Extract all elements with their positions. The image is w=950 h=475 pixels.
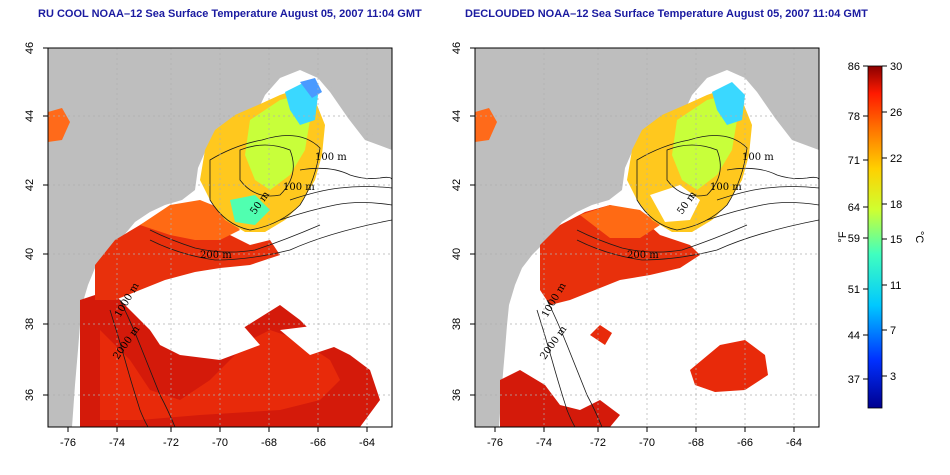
left-contour-label-200m: 200 m (200, 250, 232, 261)
left-map-title: RU COOL NOAA–12 Sea Surface Temperature … (38, 8, 422, 20)
right-x-tick: -68 (688, 437, 704, 449)
left-map-sst-shelf-warm (95, 205, 280, 300)
fahrenheit-tick: 78 (848, 111, 860, 123)
left-map-sst-georges-green (230, 195, 270, 225)
left-y-tick: 40 (24, 248, 36, 260)
fahrenheit-tick: 59 (848, 233, 860, 245)
right-map-sst-south-patch (690, 340, 768, 392)
left-x-tick: -72 (163, 437, 179, 449)
colorbar-gradient (867, 65, 883, 409)
left-map-cloud-patch-1 (150, 315, 260, 360)
colorbar-celsius-unit: °C (913, 231, 925, 243)
left-x-tick: -74 (109, 437, 125, 449)
colorbar-fahrenheit-ticks: 86 78 71 64 59 51 44 37 (848, 61, 860, 386)
left-x-tick: -76 (60, 437, 76, 449)
right-y-tick: 46 (451, 42, 463, 54)
right-map-sst-shelf-warm (540, 205, 700, 305)
right-map-sst-shelf-orange (580, 205, 660, 238)
right-map-land (475, 48, 819, 427)
left-map-tick-marks (43, 47, 368, 432)
temperature-colorbar: 86 78 71 64 59 51 44 37 30 26 22 18 15 1… (837, 61, 925, 409)
fahrenheit-tick: 86 (848, 61, 860, 73)
right-contour-label-200m: 200 m (627, 250, 659, 261)
left-map-land (48, 48, 392, 427)
celsius-tick: 22 (890, 153, 902, 165)
right-x-tick: -66 (737, 437, 753, 449)
left-map-y-tick-labels: 36 38 40 42 44 46 (24, 42, 36, 401)
right-map-sst-gulf-cyan (712, 82, 745, 125)
right-map-land-nova-scotia (757, 70, 819, 135)
colorbar-celsius-ticks: 30 26 22 18 15 11 7 3 (890, 61, 902, 383)
right-x-tick: -76 (487, 437, 503, 449)
right-map-bathymetry-contours (536, 135, 819, 427)
right-x-tick: -72 (590, 437, 606, 449)
left-map-bathymetry-contours (109, 135, 392, 427)
right-x-tick: -74 (536, 437, 552, 449)
right-map-panel: 100 m 100 m 50 m 200 m 1000 m 2000 m -76… (451, 42, 820, 449)
right-x-tick: -64 (786, 437, 802, 449)
celsius-tick: 3 (890, 371, 896, 383)
celsius-tick: 15 (890, 234, 902, 246)
right-map-x-tick-labels: -76 -74 -72 -70 -68 -66 -64 (487, 437, 802, 449)
left-x-tick: -66 (310, 437, 326, 449)
right-map-sst-south-patch-small (590, 325, 612, 345)
left-contour-label-100m-east: 100 m (283, 182, 315, 193)
left-map-sst-gulf-green (245, 95, 310, 190)
left-y-tick: 36 (24, 389, 36, 401)
left-y-tick: 44 (24, 110, 36, 122)
fahrenheit-tick: 64 (848, 202, 860, 214)
fahrenheit-tick: 37 (848, 374, 860, 386)
left-x-tick: -70 (212, 437, 228, 449)
right-map-title: DECLOUDED NOAA–12 Sea Surface Temperatur… (465, 8, 868, 20)
right-y-tick: 36 (451, 389, 463, 401)
right-map-sst-south-coast (500, 370, 620, 427)
colorbar-tick-marks (863, 65, 887, 380)
left-map-x-tick-labels: -76 -74 -72 -70 -68 -66 -64 (60, 437, 375, 449)
right-map-grid (475, 48, 819, 427)
left-map-sst-shelf-orange (140, 200, 240, 240)
celsius-tick: 18 (890, 199, 902, 211)
left-x-tick: -68 (261, 437, 277, 449)
left-map-sst-gulf-blue (300, 78, 322, 98)
right-map-sst-gulf-green (672, 95, 737, 190)
right-map-cloud-patch-1 (650, 185, 700, 222)
celsius-tick: 7 (890, 325, 896, 337)
right-map-y-tick-labels: 36 38 40 42 44 46 (451, 42, 463, 401)
left-x-tick: -64 (359, 437, 375, 449)
left-map-sst-west-patch (48, 108, 70, 142)
right-y-tick: 44 (451, 110, 463, 122)
left-map-land-nova-scotia (330, 70, 392, 135)
fahrenheit-tick: 44 (848, 330, 860, 342)
left-map-panel: 100 m 100 m 50 m 200 m 1000 m 2000 m -76… (24, 42, 393, 449)
right-x-tick: -70 (639, 437, 655, 449)
right-y-tick: 40 (451, 248, 463, 260)
right-map-sst-west-patch (475, 108, 497, 142)
right-map-tick-marks (470, 47, 795, 432)
celsius-tick: 26 (890, 107, 902, 119)
colorbar-fahrenheit-unit: °F (837, 231, 849, 242)
fahrenheit-tick: 71 (848, 155, 860, 167)
celsius-tick: 30 (890, 61, 902, 73)
left-map-grid (48, 48, 392, 427)
right-y-tick: 42 (451, 179, 463, 191)
fahrenheit-tick: 51 (848, 284, 860, 296)
left-y-tick: 42 (24, 179, 36, 191)
right-contour-label-100m-east: 100 m (710, 182, 742, 193)
left-contour-label-100m-north: 100 m (315, 152, 347, 163)
celsius-tick: 11 (890, 280, 901, 292)
left-y-tick: 38 (24, 318, 36, 330)
left-map-cloud-patch-2 (280, 325, 340, 355)
right-y-tick: 38 (451, 318, 463, 330)
right-contour-label-100m-north: 100 m (742, 152, 774, 163)
left-y-tick: 46 (24, 42, 36, 54)
